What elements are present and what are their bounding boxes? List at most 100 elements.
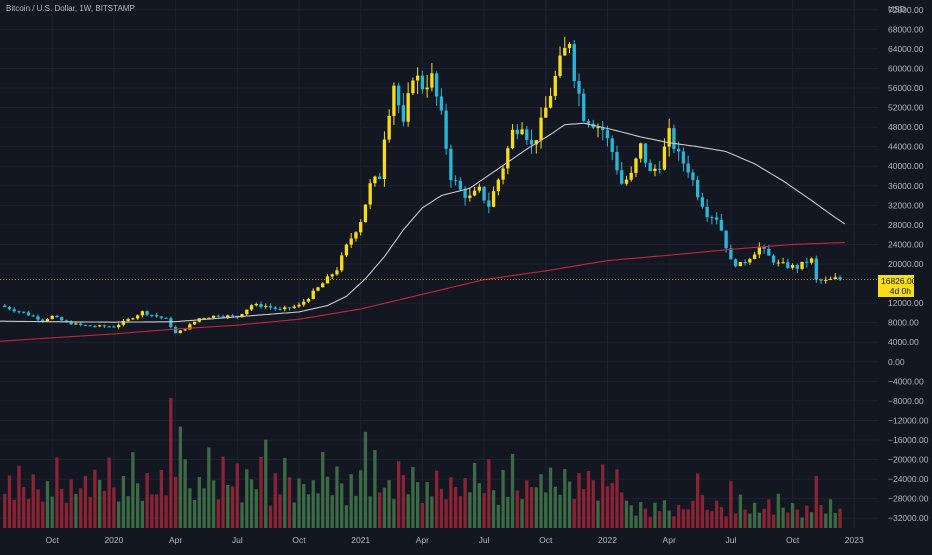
candle-body bbox=[430, 73, 434, 88]
volume-bar bbox=[50, 496, 54, 528]
candle-body bbox=[695, 179, 700, 198]
volume-bar bbox=[22, 487, 26, 528]
candle-body bbox=[392, 85, 396, 116]
candle-body bbox=[458, 180, 463, 190]
candle-body bbox=[240, 314, 244, 318]
candle-body bbox=[107, 326, 111, 328]
candle-body bbox=[771, 255, 776, 263]
candle-body bbox=[188, 324, 192, 330]
candle-body bbox=[805, 261, 809, 263]
y-tick-label: 52000.00 bbox=[888, 103, 924, 113]
last-price-value: 16826.00 bbox=[881, 275, 917, 286]
volume-bar bbox=[283, 457, 287, 528]
volume-bar bbox=[534, 487, 538, 528]
candle-body bbox=[719, 219, 724, 231]
candle-body bbox=[757, 246, 762, 255]
bar-countdown: 4d 0h bbox=[889, 285, 911, 296]
candle-body bbox=[776, 262, 780, 264]
volume-bar bbox=[344, 505, 349, 528]
volume-bar bbox=[287, 477, 292, 528]
y-tick-label: 32000.00 bbox=[888, 200, 924, 210]
candle-body bbox=[145, 311, 149, 315]
volume-bar bbox=[221, 456, 225, 528]
candle-body bbox=[819, 279, 823, 281]
volume-bar bbox=[45, 481, 50, 528]
volume-bar bbox=[548, 467, 553, 528]
volume-bar bbox=[340, 483, 344, 528]
volume-bar bbox=[154, 494, 159, 528]
volume-bar bbox=[131, 452, 135, 528]
volume-bar bbox=[406, 494, 410, 528]
volume-bar bbox=[430, 496, 434, 528]
volume-bar bbox=[202, 488, 206, 528]
x-tick-label: 2020 bbox=[104, 535, 123, 545]
candle-body bbox=[382, 139, 387, 180]
volume-bar bbox=[60, 488, 64, 528]
volume-bar bbox=[93, 469, 97, 528]
candle-body bbox=[17, 311, 21, 313]
candle-body bbox=[226, 315, 230, 318]
candle-body bbox=[41, 319, 45, 322]
candle-body bbox=[653, 168, 657, 172]
volume-bar bbox=[733, 513, 738, 528]
candle-body bbox=[335, 270, 339, 275]
candle-body bbox=[50, 315, 54, 320]
y-tick-label: 20000.00 bbox=[888, 259, 924, 269]
volume-bar bbox=[681, 509, 686, 528]
candle-body bbox=[169, 318, 173, 328]
volume-bar bbox=[140, 500, 145, 528]
volume-bar bbox=[710, 511, 714, 528]
candle-body bbox=[202, 318, 206, 320]
volume-bar bbox=[321, 452, 325, 528]
x-tick-label: Oct bbox=[786, 535, 800, 545]
y-tick-label: 8000.00 bbox=[888, 318, 919, 328]
volume-bar bbox=[800, 517, 804, 528]
volume-bar bbox=[558, 494, 562, 528]
volume-bar bbox=[216, 499, 220, 528]
candle-body bbox=[55, 315, 59, 318]
volume-bar bbox=[235, 463, 239, 528]
candle-body bbox=[529, 140, 534, 145]
x-tick-label: Apr bbox=[663, 535, 676, 545]
candle-body bbox=[596, 127, 600, 129]
volume-bar bbox=[425, 481, 429, 528]
candle-body bbox=[297, 304, 301, 307]
candle-body bbox=[396, 85, 401, 106]
volume-bar bbox=[254, 489, 258, 528]
candle-body bbox=[677, 148, 681, 152]
volume-bar bbox=[102, 490, 107, 528]
candle-body bbox=[325, 276, 330, 284]
candle-body bbox=[558, 55, 562, 77]
candle-body bbox=[833, 277, 837, 279]
volume-bar bbox=[373, 450, 377, 528]
volume-bar bbox=[762, 508, 766, 528]
volume-bar bbox=[135, 483, 140, 528]
candle-body bbox=[658, 168, 662, 170]
price-axis[interactable]: 72000.00 68000.00 64000.00 60000.00 56000.00… bbox=[888, 5, 929, 523]
y-tick-label: 48000.00 bbox=[888, 122, 924, 132]
volume-bar bbox=[121, 475, 126, 528]
volume-bar bbox=[273, 473, 277, 528]
volume-bar bbox=[192, 499, 197, 528]
candle-body bbox=[515, 129, 519, 135]
moving-average-long-line bbox=[0, 241, 845, 342]
candle-body bbox=[748, 259, 752, 263]
volume-bar bbox=[335, 466, 339, 528]
volume-bar bbox=[145, 473, 149, 528]
volume-bar bbox=[444, 499, 448, 528]
candle-body bbox=[491, 191, 496, 207]
candle-body bbox=[468, 195, 472, 198]
candle-body bbox=[311, 290, 315, 299]
candle-body bbox=[93, 326, 97, 328]
y-tick-label: 40000.00 bbox=[888, 161, 924, 171]
candle-layer bbox=[3, 36, 842, 334]
time-axis[interactable]: Oct 2020 Apr Jul Oct 2021 Apr Jul Oct 2022 Apr Jul O… bbox=[46, 535, 864, 545]
candle-body bbox=[31, 315, 35, 317]
volume-bar bbox=[55, 457, 59, 528]
volume-bar bbox=[624, 500, 629, 528]
volume-bar bbox=[643, 508, 648, 528]
volume-bar bbox=[183, 459, 187, 528]
y-tick-label: 56000.00 bbox=[888, 83, 924, 93]
candle-body bbox=[230, 315, 235, 317]
